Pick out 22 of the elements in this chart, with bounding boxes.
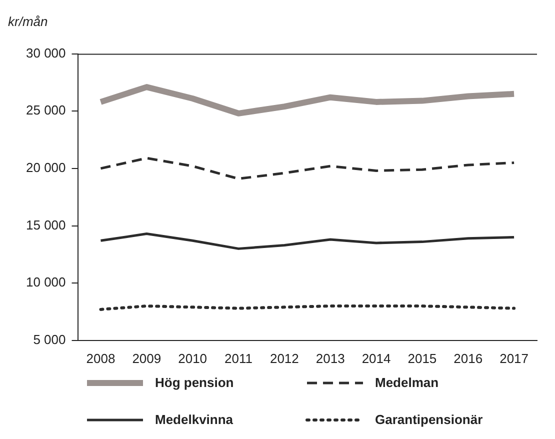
legend-label: Garantipensionär bbox=[375, 412, 483, 427]
x-tick-label: 2009 bbox=[132, 350, 162, 366]
x-tick-label: 2013 bbox=[316, 350, 345, 366]
y-tick-label: 30 000 bbox=[26, 45, 66, 60]
x-tick-label: 2012 bbox=[270, 350, 299, 366]
y-tick-label: 15 000 bbox=[26, 217, 66, 232]
legend-label: Medelman bbox=[375, 375, 439, 390]
line-series bbox=[99, 156, 516, 180]
legend-label: Medelkvinna bbox=[155, 412, 234, 427]
y-axis-title: kr/mån bbox=[8, 14, 48, 29]
x-tick-label: 2014 bbox=[362, 350, 391, 366]
x-tick-label: 2016 bbox=[454, 350, 483, 366]
x-tick-label: 2015 bbox=[408, 350, 437, 366]
x-tick-label: 2008 bbox=[86, 350, 116, 366]
y-tick-label: 10 000 bbox=[26, 274, 66, 290]
x-tick-label: 2017 bbox=[500, 350, 528, 366]
y-tick-label: 25 000 bbox=[26, 102, 66, 118]
x-tick-label: 2011 bbox=[224, 350, 252, 366]
y-tick-label: 20 000 bbox=[26, 160, 66, 176]
y-tick-label: 5 000 bbox=[33, 332, 66, 347]
x-tick-label: 2010 bbox=[178, 350, 208, 366]
legend-label: Hög pension bbox=[155, 375, 234, 390]
